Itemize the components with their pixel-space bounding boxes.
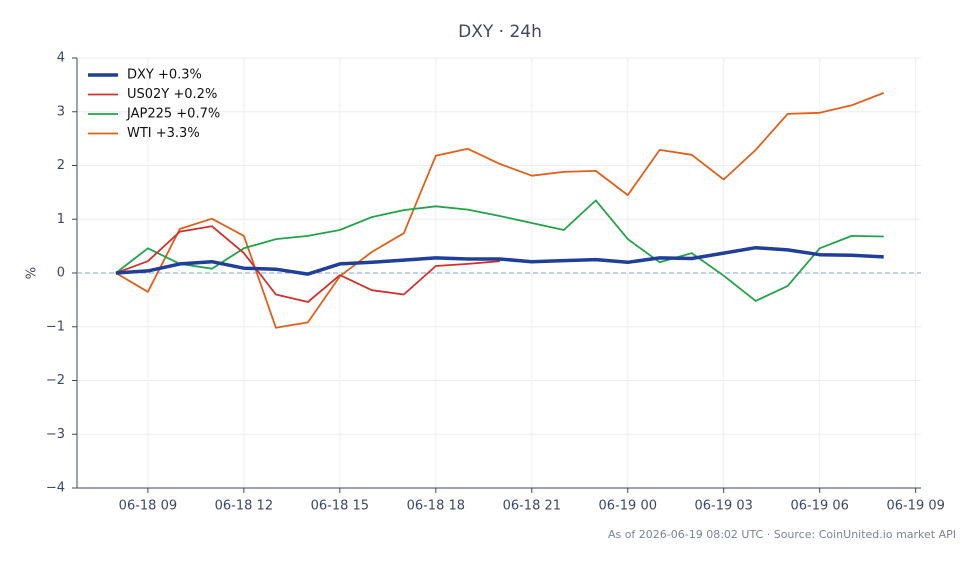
x-tick-label: 06-19 09 bbox=[886, 499, 944, 514]
x-tick-label: 06-18 18 bbox=[407, 499, 465, 514]
series-line bbox=[115, 199, 884, 302]
y-tick-label: −2 bbox=[46, 373, 65, 388]
x-tick-label: 06-18 09 bbox=[119, 499, 177, 514]
legend-label: JAP225 +0.7% bbox=[126, 107, 220, 122]
series-line bbox=[115, 92, 885, 329]
y-tick-label: 0 bbox=[57, 266, 65, 281]
y-tick-label: 2 bbox=[57, 158, 65, 173]
y-tick-label: −3 bbox=[46, 427, 65, 442]
footer: As of 2026-06-19 08:02 UTC · Source: Coi… bbox=[608, 528, 956, 541]
x-tick-label: 06-19 03 bbox=[695, 499, 753, 514]
x-tick-label: 06-19 00 bbox=[599, 499, 657, 514]
y-tick-label: 3 bbox=[57, 104, 65, 119]
legend-label: DXY +0.3% bbox=[127, 68, 202, 83]
y-axis-label: % bbox=[25, 267, 40, 279]
y-tick-label: −1 bbox=[46, 319, 65, 334]
x-tick-label: 06-19 06 bbox=[790, 499, 848, 514]
chart-title: DXY · 24h bbox=[458, 22, 542, 42]
x-tick-label: 06-18 21 bbox=[503, 499, 561, 514]
legend-label: WTI +3.3% bbox=[127, 126, 200, 141]
series-line bbox=[115, 245, 884, 276]
y-tick-label: −4 bbox=[46, 481, 65, 496]
legend-label: US02Y +0.2% bbox=[127, 87, 217, 102]
series-line bbox=[115, 225, 500, 303]
y-tick-label: 1 bbox=[57, 212, 65, 227]
y-tick-label: 4 bbox=[57, 51, 65, 66]
x-tick-label: 06-18 15 bbox=[311, 499, 369, 514]
x-tick-label: 06-18 12 bbox=[215, 499, 273, 514]
